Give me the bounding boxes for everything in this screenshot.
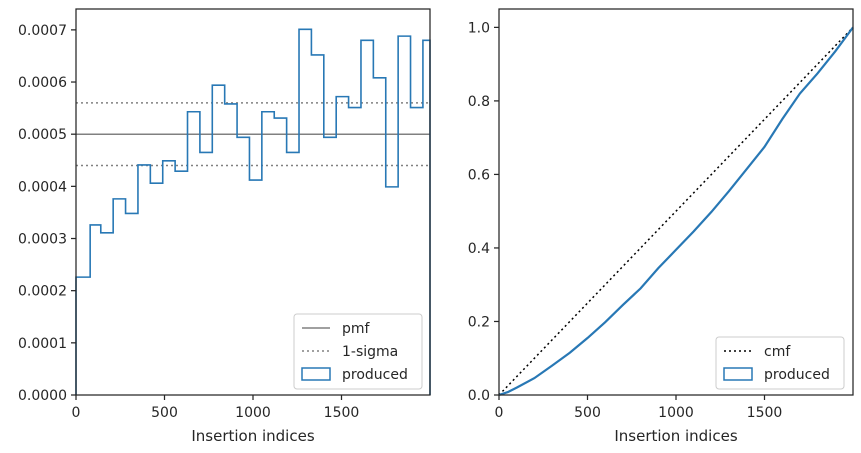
y-tick-label: 0.0007 [18, 23, 67, 39]
y-tick-label: 0.0000 [18, 388, 67, 404]
y-tick-label: 0.0001 [18, 336, 67, 352]
x-tick-label: 0 [72, 405, 81, 421]
y-tick-label: 0.4 [468, 241, 490, 257]
y-tick-label: 0.0004 [18, 179, 67, 195]
pmf-x-axis-label: Insertion indices [191, 427, 314, 445]
cmf-plot-frame [498, 8, 854, 396]
x-tick-label: 1500 [747, 405, 783, 421]
cmf-axis-ticks: 0 500 1000 1500 0.0 0.2 0.4 0.6 0.8 1.0 [468, 20, 783, 421]
cmf-panel: 0 500 1000 1500 0.0 0.2 0.4 0.6 0.8 1.0 Insertion… [468, 8, 854, 445]
pmf-axis-ticks: 0 500 1000 1500 0.0000 0.0001 0.0002 0.0003 0.00… [18, 23, 359, 421]
pmf-histogram-panel: 0 500 1000 1500 0.0000 0.0001 0.0002 0.0003 0.00… [18, 8, 431, 445]
y-tick-label: 0.0002 [18, 284, 67, 300]
y-tick-label: 0.0003 [18, 232, 67, 248]
y-tick-label: 0.6 [468, 167, 490, 183]
legend-produced-label: produced [342, 367, 408, 383]
x-tick-label: 1000 [235, 405, 271, 421]
y-tick-label: 0.0006 [18, 75, 67, 91]
x-tick-label: 1000 [658, 405, 694, 421]
y-tick-label: 0.8 [468, 94, 490, 110]
x-tick-label: 500 [574, 405, 601, 421]
y-tick-label: 0.0005 [18, 127, 67, 143]
y-tick-label: 0.2 [468, 314, 490, 330]
cmf-legend: cmf produced [715, 336, 845, 390]
pmf-plot-frame [75, 8, 431, 396]
legend-produced-label: produced [764, 367, 830, 383]
x-tick-label: 0 [495, 405, 504, 421]
x-tick-label: 1500 [324, 405, 360, 421]
legend-produced-swatch [723, 367, 753, 381]
x-tick-label: 500 [151, 405, 178, 421]
legend-cmf-label: cmf [764, 344, 791, 360]
cmf-legend-box [715, 336, 845, 390]
legend-produced-swatch [301, 367, 331, 381]
legend-pmf-label: pmf [342, 321, 371, 337]
y-tick-label: 0.0 [468, 388, 490, 404]
pmf-legend: pmf 1-sigma produced [293, 313, 423, 390]
pmf-plot-marks [75, 28, 431, 395]
legend-1-sigma-label: 1-sigma [342, 344, 398, 360]
pmf-legend-box [293, 313, 423, 390]
cmf-line [498, 26, 854, 396]
produced-histogram-step [75, 28, 431, 395]
y-tick-label: 1.0 [468, 20, 490, 36]
cmf-plot-marks [498, 26, 854, 397]
produced-cdf-line [498, 26, 854, 397]
cmf-x-axis-label: Insertion indices [614, 427, 737, 445]
